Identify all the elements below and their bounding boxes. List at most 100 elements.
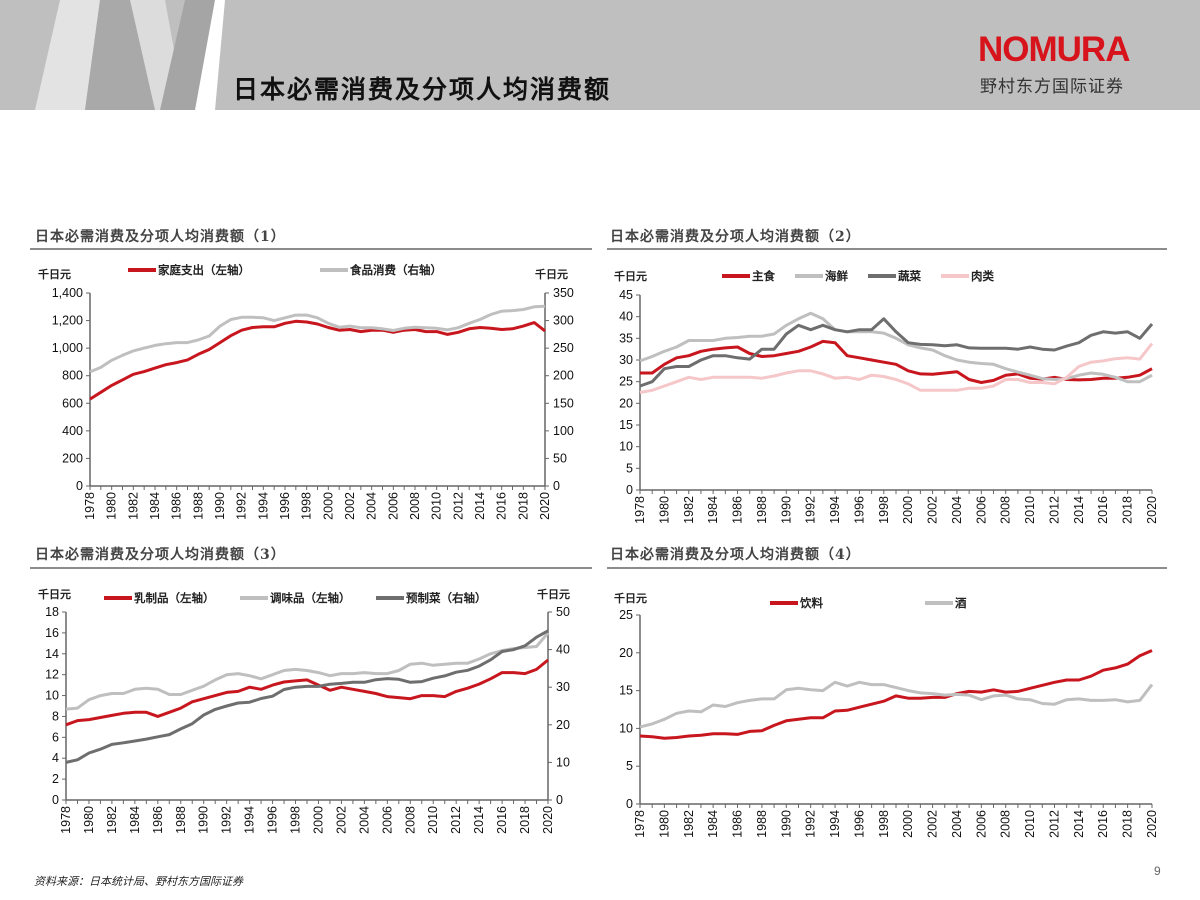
chart-4-series-line-1 xyxy=(639,649,1153,740)
legend-swatch xyxy=(925,601,953,605)
y-tick-label: 25 xyxy=(619,608,633,622)
legend-swatch xyxy=(941,274,969,278)
x-tick-label: 2010 xyxy=(426,806,440,834)
y-tick-label-right: 20 xyxy=(556,718,570,732)
chart-2-divider xyxy=(607,248,1167,250)
y-tick-label: 6 xyxy=(52,730,59,744)
y-tick-label: 0 xyxy=(626,797,633,811)
legend-swatch xyxy=(868,274,896,278)
x-tick-label: 1998 xyxy=(877,496,891,524)
y-tick-label: 20 xyxy=(619,396,633,410)
x-tick-label: 1994 xyxy=(243,806,257,834)
legend-label: 家庭支出（左轴） xyxy=(158,263,250,277)
x-tick-label: 2006 xyxy=(974,496,988,524)
x-tick-label: 2004 xyxy=(950,810,964,838)
legend-label: 主食 xyxy=(752,269,775,283)
x-tick-label: 2008 xyxy=(403,806,417,834)
y-tick-label-right: 10 xyxy=(556,755,570,769)
x-tick-label: 1984 xyxy=(128,806,142,834)
x-tick-label: 2014 xyxy=(473,492,487,520)
x-tick-label: 1982 xyxy=(126,492,140,520)
y-tick-label: 10 xyxy=(45,689,59,703)
x-tick-label: 2018 xyxy=(1121,810,1135,838)
chart-2-title: 日本必需消费及分项人均消费额（2） xyxy=(610,229,861,245)
x-tick-label: 1996 xyxy=(266,806,280,834)
x-tick-label: 1984 xyxy=(706,810,720,838)
x-tick-label: 1978 xyxy=(83,492,97,520)
x-tick-label: 1980 xyxy=(657,810,671,838)
legend-label: 饮料 xyxy=(800,596,823,610)
x-tick-label: 2014 xyxy=(1072,496,1086,524)
x-tick-label: 1980 xyxy=(82,806,96,834)
x-tick-label: 2018 xyxy=(516,492,530,520)
x-tick-label: 1982 xyxy=(105,806,119,834)
x-tick-label: 1988 xyxy=(755,496,769,524)
chart-2-left-unit: 千日元 xyxy=(614,270,647,283)
chart-3-series-line-2 xyxy=(65,631,550,711)
x-tick-label: 2002 xyxy=(926,496,940,524)
x-tick-label: 2018 xyxy=(518,806,532,834)
page-title: 日本必需消费及分项人均消费额 xyxy=(233,75,612,104)
chart-1-legend-item: 食品消费（右轴） xyxy=(320,262,442,278)
y-tick-label: 1,000 xyxy=(52,341,83,355)
x-tick-label: 2008 xyxy=(999,496,1013,524)
y-tick-label: 15 xyxy=(619,684,633,698)
y-tick-label: 20 xyxy=(619,646,633,660)
x-tick-label: 1982 xyxy=(682,496,696,524)
x-tick-label: 1978 xyxy=(633,496,647,524)
x-tick-label: 1992 xyxy=(220,806,234,834)
legend-label: 蔬菜 xyxy=(898,269,921,283)
chart-4-legend-item: 酒 xyxy=(925,595,967,611)
x-tick-label: 1986 xyxy=(151,806,165,834)
chart-1-title: 日本必需消费及分项人均消费额（1） xyxy=(35,229,286,245)
y-tick-label: 2 xyxy=(52,772,59,786)
x-tick-label: 2012 xyxy=(449,806,463,834)
x-tick-label: 2018 xyxy=(1121,496,1135,524)
chart-1-series-line-1 xyxy=(89,319,546,401)
logo-subtitle: 野村东方国际证券 xyxy=(980,77,1124,97)
y-tick-label: 0 xyxy=(76,479,83,493)
chart-4-left-unit: 千日元 xyxy=(614,592,647,605)
legend-swatch xyxy=(722,274,750,278)
legend-swatch xyxy=(795,274,823,278)
y-tick-label: 45 xyxy=(619,288,633,302)
x-tick-label: 2020 xyxy=(1145,496,1159,524)
chart-3-right-unit: 千日元 xyxy=(537,588,570,601)
y-tick-label: 200 xyxy=(62,451,83,465)
chart-1-left-unit: 千日元 xyxy=(38,268,71,281)
x-tick-label: 2000 xyxy=(901,496,915,524)
y-tick-label-right: 350 xyxy=(553,286,574,300)
chart-4-title: 日本必需消费及分项人均消费额（4） xyxy=(610,547,861,563)
chart-2-legend-item: 海鲜 xyxy=(795,268,848,284)
legend-swatch xyxy=(240,596,268,600)
chart-4-legend-item: 饮料 xyxy=(770,595,823,611)
x-tick-label: 2000 xyxy=(311,806,325,834)
chart-2-legend-item: 肉类 xyxy=(941,268,994,284)
y-tick-label: 5 xyxy=(626,759,633,773)
chart-3-series-line-1 xyxy=(65,658,549,727)
x-tick-label: 1990 xyxy=(197,806,211,834)
legend-label: 预制菜（右轴） xyxy=(406,591,487,605)
nomura-logo: NOMURA xyxy=(978,30,1130,69)
legend-label: 酒 xyxy=(955,596,967,610)
x-tick-label: 2006 xyxy=(386,492,400,520)
chart-1-right-unit: 千日元 xyxy=(535,268,568,281)
legend-label: 肉类 xyxy=(971,269,994,283)
chart-3-series-line-3 xyxy=(65,629,549,764)
y-tick-label: 18 xyxy=(45,605,59,619)
source-note: 资料来源：日本统计局、野村东方国际证券 xyxy=(34,875,243,888)
chart-4-series-line-2 xyxy=(639,680,1154,729)
legend-swatch xyxy=(770,601,798,605)
x-tick-label: 2004 xyxy=(365,492,379,520)
x-tick-label: 2016 xyxy=(1096,810,1110,838)
x-tick-label: 2000 xyxy=(901,810,915,838)
x-tick-label: 1998 xyxy=(300,492,314,520)
x-tick-label: 1996 xyxy=(852,496,866,524)
y-tick-label: 12 xyxy=(45,668,59,682)
x-tick-label: 2020 xyxy=(538,492,552,520)
x-tick-label: 1994 xyxy=(256,492,270,520)
y-tick-label: 1,400 xyxy=(52,286,83,300)
x-tick-label: 1996 xyxy=(278,492,292,520)
x-tick-label: 1994 xyxy=(828,810,842,838)
